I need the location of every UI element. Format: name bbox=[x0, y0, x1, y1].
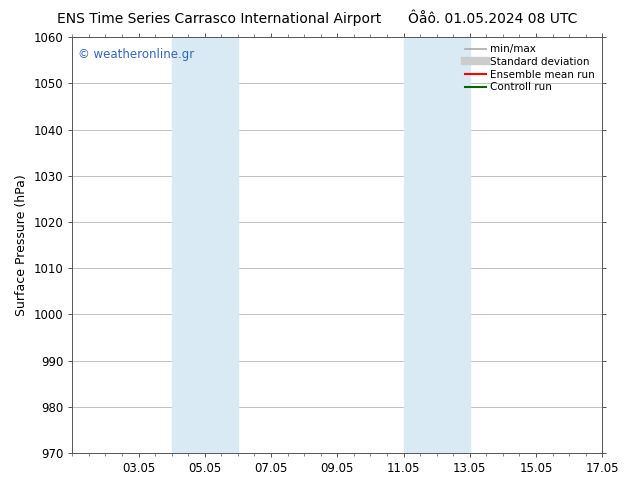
Y-axis label: Surface Pressure (hPa): Surface Pressure (hPa) bbox=[15, 174, 28, 316]
Text: ENS Time Series Carrasco International Airport: ENS Time Series Carrasco International A… bbox=[57, 12, 381, 26]
Text: Ôåô. 01.05.2024 08 UTC: Ôåô. 01.05.2024 08 UTC bbox=[408, 12, 577, 26]
Bar bbox=[172, 37, 238, 453]
Bar bbox=[403, 37, 470, 453]
Text: © weatheronline.gr: © weatheronline.gr bbox=[77, 48, 194, 61]
Legend: min/max, Standard deviation, Ensemble mean run, Controll run: min/max, Standard deviation, Ensemble me… bbox=[463, 42, 597, 95]
